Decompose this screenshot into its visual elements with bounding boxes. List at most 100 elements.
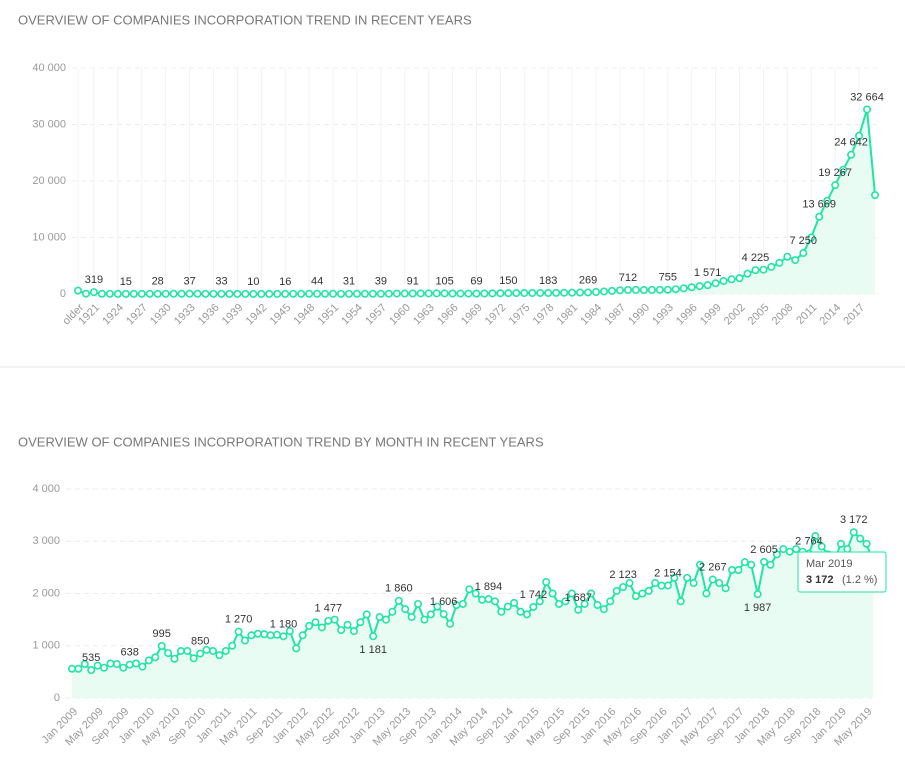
- data-label: 712: [619, 272, 637, 284]
- point: [625, 579, 634, 588]
- point: [202, 645, 211, 654]
- point: [161, 289, 170, 298]
- point: [520, 289, 529, 298]
- x-tick-label: 1960: [387, 302, 413, 328]
- point: [542, 578, 551, 587]
- data-label: 44: [311, 276, 323, 288]
- point: [607, 286, 616, 295]
- point: [512, 289, 521, 298]
- point: [587, 589, 596, 598]
- point: [528, 289, 537, 298]
- x-tick-label: 1963: [411, 302, 437, 328]
- point: [414, 599, 423, 608]
- point: [273, 289, 282, 298]
- point: [349, 627, 358, 636]
- point: [472, 289, 481, 298]
- point: [522, 610, 531, 619]
- point: [201, 289, 210, 298]
- point: [775, 258, 784, 267]
- x-tick-label: 1987: [602, 302, 628, 328]
- data-label: 32 664: [850, 91, 884, 103]
- point: [68, 664, 77, 673]
- point: [568, 288, 577, 297]
- x-tick-label: 1981: [555, 302, 581, 328]
- tooltip-value: 3 172: [806, 574, 834, 586]
- point: [856, 534, 865, 543]
- point: [440, 289, 449, 298]
- point: [80, 660, 89, 669]
- x-tick-label: 2002: [722, 302, 748, 328]
- point: [394, 596, 403, 605]
- point: [863, 105, 872, 114]
- point: [779, 545, 788, 554]
- data-label: 1 270: [225, 614, 253, 626]
- point: [663, 285, 672, 294]
- data-label: 850: [191, 635, 209, 647]
- point: [703, 281, 712, 290]
- point: [747, 560, 756, 569]
- point: [478, 595, 487, 604]
- data-label: 10: [247, 276, 259, 288]
- data-label: 2 267: [699, 561, 727, 573]
- point: [247, 631, 256, 640]
- tooltip-change: (1.2 %): [842, 574, 877, 586]
- data-label: 1 477: [315, 603, 343, 615]
- data-label: 31: [343, 276, 355, 288]
- point: [217, 289, 226, 298]
- point: [392, 289, 401, 298]
- data-label: 19 267: [818, 167, 852, 179]
- point: [432, 289, 441, 298]
- point: [488, 289, 497, 298]
- point: [753, 590, 762, 599]
- point: [855, 131, 864, 140]
- data-label: 183: [539, 275, 557, 287]
- point: [676, 597, 685, 606]
- point: [791, 256, 800, 265]
- point: [711, 279, 720, 288]
- point: [702, 589, 711, 598]
- point: [97, 289, 106, 298]
- point: [253, 629, 262, 638]
- x-tick-label: 2011: [794, 302, 819, 327]
- point: [823, 196, 832, 205]
- point: [465, 585, 474, 594]
- point: [407, 613, 416, 622]
- point: [847, 150, 856, 159]
- point: [129, 289, 138, 298]
- point: [439, 610, 448, 619]
- point: [862, 539, 871, 548]
- point: [734, 565, 743, 574]
- data-label: 33: [215, 276, 227, 288]
- data-label: 535: [82, 652, 100, 664]
- x-tick-label: 1969: [459, 302, 485, 328]
- point: [337, 626, 346, 635]
- point: [870, 191, 879, 200]
- point: [420, 615, 429, 624]
- point: [683, 573, 692, 582]
- point: [215, 651, 224, 660]
- data-label: 4 225: [742, 252, 770, 264]
- y-tick-label: 30 000: [32, 118, 66, 130]
- point: [138, 662, 147, 671]
- point: [87, 666, 96, 675]
- point: [368, 289, 377, 298]
- point: [600, 287, 609, 296]
- point: [74, 286, 83, 295]
- point: [817, 542, 826, 551]
- point: [815, 212, 824, 221]
- point: [177, 289, 186, 298]
- point: [313, 289, 322, 298]
- point: [241, 289, 250, 298]
- point: [433, 602, 442, 611]
- data-label: 150: [499, 275, 517, 287]
- point: [176, 646, 185, 655]
- tooltip-box: [797, 551, 887, 593]
- x-tick-label: 1990: [626, 302, 652, 328]
- x-tick-label: 1966: [435, 302, 461, 328]
- point: [548, 589, 557, 598]
- data-label: 1 180: [270, 618, 298, 630]
- point: [292, 644, 301, 653]
- y-tick-label: 3 000: [32, 535, 60, 547]
- point: [100, 663, 109, 672]
